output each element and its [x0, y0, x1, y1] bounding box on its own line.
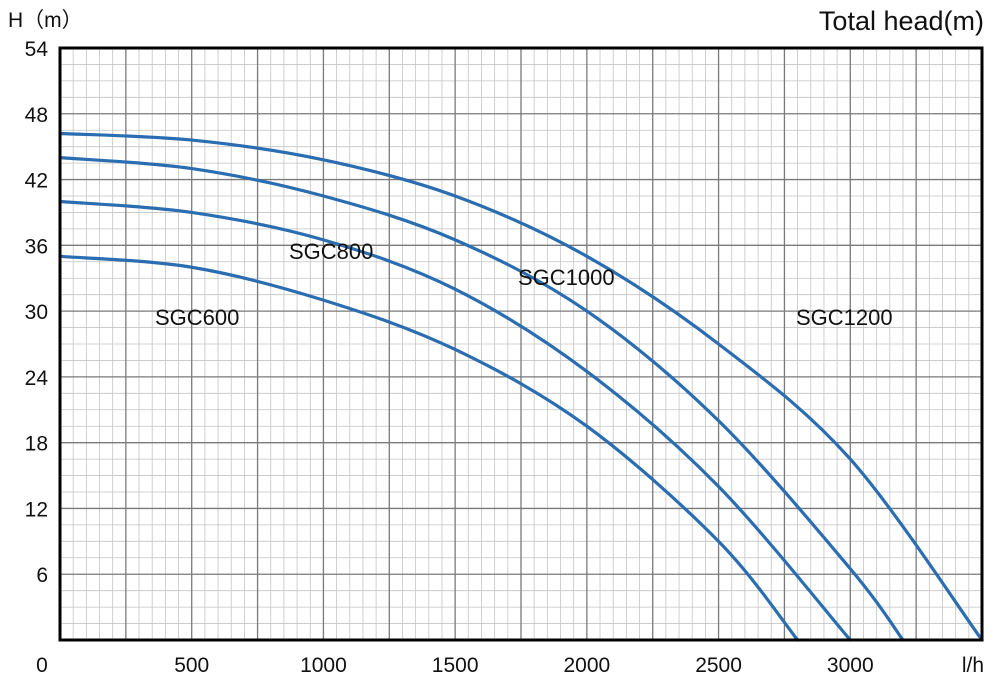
- x-tick-label: 500: [174, 654, 209, 677]
- y-tick-label: 24: [25, 367, 49, 390]
- x-tick-label: 2500: [695, 654, 742, 677]
- y-tick-label: 6: [36, 564, 48, 587]
- y-axis-label: H（m）: [8, 9, 83, 32]
- y-tick-label: 42: [25, 170, 48, 193]
- y-tick-label: 48: [25, 104, 48, 127]
- series-label-sgc1000: SGC1000: [518, 265, 615, 290]
- series-line-sgc600: [58, 254, 800, 642]
- plot-frame: [58, 46, 984, 642]
- x-tick-label: 1000: [300, 654, 347, 677]
- y-axis-tick-labels: 6 12 18 24 30 36 42 48 54: [25, 38, 49, 587]
- y-tick-label: 12: [25, 498, 48, 521]
- x-tick-label: 2000: [563, 654, 610, 677]
- series-lines: [58, 131, 984, 642]
- y-tick-label: 54: [25, 38, 49, 61]
- x-tick-label: 0: [36, 654, 48, 677]
- x-tick-label: 3000: [827, 654, 874, 677]
- series-line-sgc1200: [58, 131, 984, 642]
- series-line-sgc1000: [58, 156, 905, 642]
- y-tick-label: 30: [25, 301, 48, 324]
- x-axis-tick-labels: 0 500 1000 1500 2000 2500 3000: [36, 654, 873, 677]
- x-tick-label: 1500: [432, 654, 479, 677]
- chart-title: Total head(m): [819, 6, 984, 36]
- y-tick-label: 18: [25, 433, 48, 456]
- series-label-sgc800: SGC800: [289, 239, 373, 264]
- series-line-sgc800: [58, 199, 852, 642]
- y-tick-label: 36: [25, 235, 48, 258]
- series-label-sgc1200: SGC1200: [796, 305, 893, 330]
- x-axis-label: l/h: [962, 654, 984, 677]
- series-label-sgc600: SGC600: [155, 305, 239, 330]
